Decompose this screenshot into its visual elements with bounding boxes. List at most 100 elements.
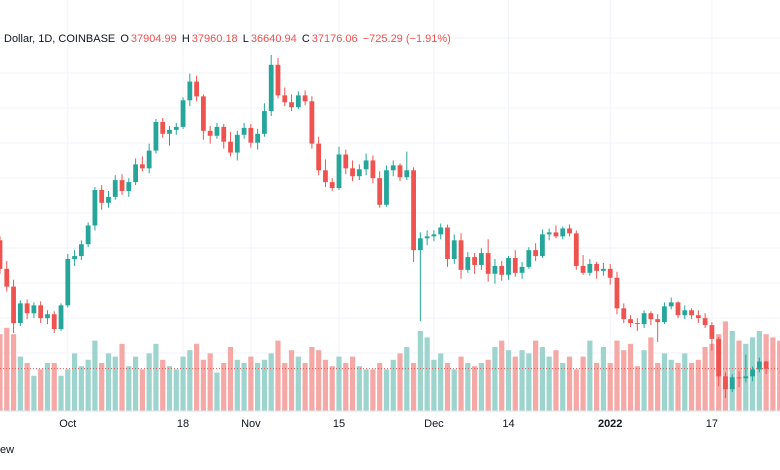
volume-bar	[227, 347, 234, 411]
volume-bar	[295, 356, 301, 411]
volume-bar	[370, 369, 376, 411]
candle-body	[499, 265, 505, 275]
volume-bar	[139, 369, 145, 411]
candle-body	[614, 277, 620, 309]
volume-bar	[634, 366, 640, 411]
candle-body	[560, 228, 566, 237]
x-tick-label: 17	[705, 418, 719, 430]
candle-body	[214, 126, 220, 136]
candle	[540, 229, 545, 259]
candle	[160, 118, 166, 138]
candle-body	[580, 265, 586, 273]
candle-body	[587, 263, 593, 273]
volume-bar	[343, 363, 349, 411]
volume-bar	[126, 366, 132, 411]
candle	[194, 75, 200, 102]
candle	[323, 159, 328, 188]
volume-bar	[492, 347, 498, 411]
candle-body	[743, 376, 749, 379]
candle	[519, 261, 525, 279]
candle	[99, 185, 105, 210]
candle	[92, 187, 98, 231]
candle-body	[689, 310, 694, 316]
candle-body	[594, 263, 600, 271]
volume-bar	[160, 359, 166, 411]
volume-bar	[10, 334, 17, 411]
candle-body	[465, 257, 471, 270]
volume-bar	[316, 350, 322, 411]
candle	[201, 94, 206, 140]
x-tick-label: 18	[176, 418, 190, 430]
candle-body	[621, 308, 627, 320]
volume-bar	[349, 356, 356, 411]
volume-bar	[288, 350, 295, 411]
candle-body	[682, 310, 688, 316]
candle	[675, 301, 681, 319]
candle	[119, 174, 125, 195]
candle-body	[485, 253, 491, 274]
candle-body	[282, 95, 288, 103]
candle	[336, 146, 342, 190]
candle-body	[302, 95, 308, 102]
candle	[743, 354, 749, 383]
candle-body	[11, 286, 16, 324]
volume-bar	[78, 366, 84, 411]
candle	[601, 262, 606, 276]
candle	[65, 254, 71, 308]
candle-body	[153, 121, 159, 151]
candle-body	[526, 250, 532, 267]
candle-body	[356, 169, 362, 177]
candle	[485, 239, 491, 282]
candle-body	[573, 233, 579, 266]
candle	[417, 232, 423, 322]
volume-bar	[214, 372, 220, 411]
volume-bar	[221, 363, 227, 411]
open-value: 37904.99	[130, 33, 177, 45]
candle-body	[17, 303, 23, 324]
volume-bar	[729, 331, 735, 411]
candle-body	[404, 170, 410, 178]
grid	[0, 0, 780, 411]
volume-bar	[275, 340, 281, 411]
candle-body	[45, 314, 50, 319]
volume-bar	[194, 343, 200, 411]
volume-bar	[573, 369, 579, 411]
candle	[736, 371, 742, 388]
volume-bar	[560, 363, 566, 411]
candle	[133, 158, 138, 186]
candle-body	[729, 377, 735, 390]
footer-label: ew	[0, 444, 15, 456]
volume-bar	[478, 363, 484, 411]
candle	[31, 302, 37, 319]
candle-body	[112, 180, 118, 197]
candle	[553, 225, 559, 239]
volume-bar	[709, 343, 715, 411]
candle	[478, 248, 484, 270]
volume-bar	[383, 369, 390, 411]
low-value: 36640.94	[250, 33, 297, 45]
candle-body	[702, 318, 708, 326]
volume-bar	[655, 363, 661, 411]
candle	[546, 228, 552, 241]
candle-body	[370, 160, 376, 179]
candle	[302, 90, 308, 106]
volume-bar	[641, 350, 647, 411]
candle	[560, 226, 566, 240]
candle	[723, 372, 728, 399]
candle	[262, 103, 267, 137]
candle	[282, 87, 288, 107]
candle-body	[268, 64, 274, 112]
candle	[38, 301, 44, 324]
candle	[390, 160, 396, 177]
candle	[350, 160, 355, 182]
candle-body	[648, 313, 654, 320]
high-value: 37960.18	[191, 33, 238, 45]
candle-body	[512, 258, 518, 273]
candle-body	[350, 168, 355, 177]
volume-bar	[519, 350, 525, 411]
candle	[329, 178, 335, 191]
candle-body	[146, 150, 152, 169]
open-label: O	[120, 33, 129, 45]
candle-body	[65, 259, 71, 306]
